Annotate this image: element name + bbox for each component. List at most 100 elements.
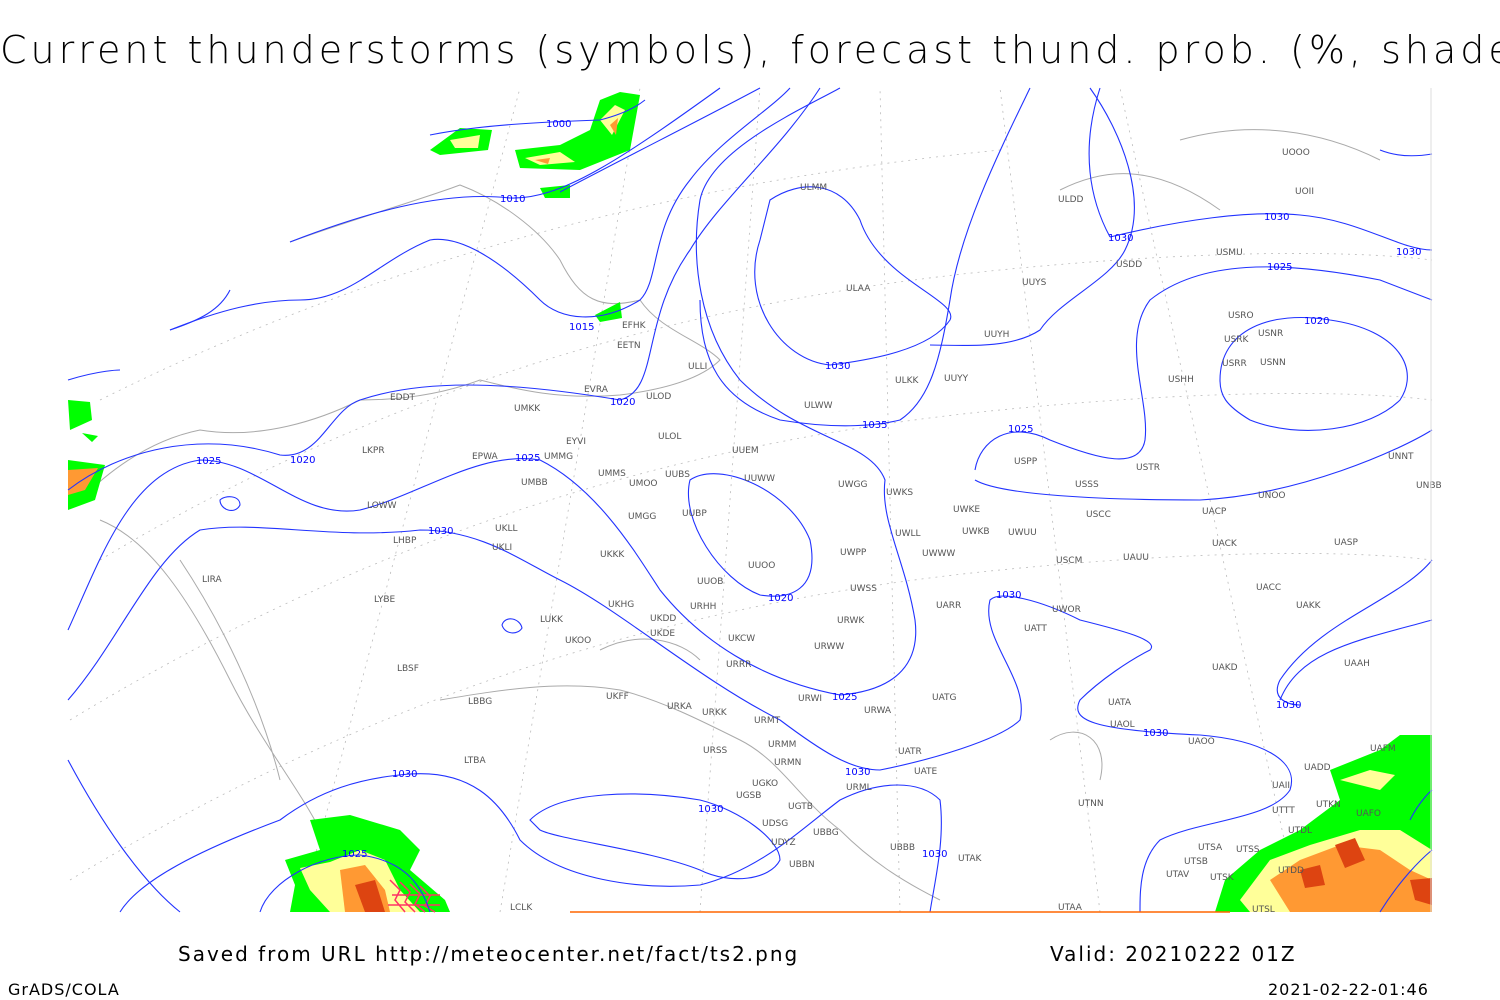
station-label: ULLI [688, 362, 707, 372]
isobar-label: 1025 [1008, 424, 1033, 435]
station-label: URHH [690, 602, 716, 612]
station-label: UOII [1295, 187, 1314, 197]
station-label: UATE [914, 767, 938, 777]
station-label: USTR [1136, 463, 1160, 473]
station-label: UGTB [788, 802, 813, 812]
station-label: UMKK [514, 404, 541, 414]
station-label: EVRA [584, 385, 609, 395]
station-label: UWUU [1008, 528, 1037, 538]
station-label: UACC [1256, 583, 1281, 593]
station-label: UDYZ [771, 838, 796, 848]
station-label: ULOD [646, 392, 671, 402]
isobar-label: 1025 [515, 453, 540, 464]
isobar-label: 1035 [862, 420, 887, 431]
isobar-label: 1025 [196, 456, 221, 467]
station-label: URSS [703, 746, 728, 756]
station-label: UUOB [697, 577, 723, 587]
station-label: UAFM [1370, 744, 1396, 754]
station-label: USNN [1260, 358, 1286, 368]
station-label: UBBB [890, 843, 915, 853]
chart-title: Current thunderstorms (symbols), forecas… [0, 28, 1500, 72]
station-label: USCM [1056, 556, 1082, 566]
station-label: UWKS [886, 488, 913, 498]
station-label: UKLI [492, 543, 512, 553]
station-label: UATT [1024, 624, 1047, 634]
station-label: URWW [814, 642, 844, 652]
station-label: LOWW [367, 501, 397, 511]
station-label: LIRA [202, 575, 223, 585]
isobar-label: 1020 [1304, 316, 1329, 327]
isobar-label: 1030 [1143, 728, 1168, 739]
station-label: UWGG [838, 480, 867, 490]
station-label: UTDD [1278, 866, 1304, 876]
isobar-label: 1030 [1264, 212, 1289, 223]
station-label: UTTT [1272, 806, 1295, 816]
station-label: URMT [754, 716, 781, 726]
station-label: UTAK [958, 854, 983, 864]
station-label: UTSB [1184, 857, 1208, 867]
station-label: UTNN [1078, 799, 1104, 809]
station-label: LUKK [540, 615, 564, 625]
isobar-label: 1030 [1276, 700, 1301, 711]
station-label: UATA [1108, 698, 1132, 708]
isobar-label: 1030 [845, 767, 870, 778]
coastlines [79, 129, 1381, 901]
station-label: UWPP [840, 548, 867, 558]
station-label: UNNT [1388, 452, 1414, 462]
station-label: UMMS [598, 469, 626, 479]
isobar-label: 1025 [342, 849, 367, 860]
station-label: LBBG [468, 697, 492, 707]
station-label: UMGG [628, 512, 656, 522]
station-label: UUYY [944, 374, 969, 384]
station-label: UWKB [962, 527, 990, 537]
station-label: UTSK [1210, 873, 1235, 883]
station-label: LBSF [397, 664, 419, 674]
isobar-label: 1030 [996, 590, 1021, 601]
source-url-text: Saved from URL http://meteocenter.net/fa… [178, 942, 800, 966]
station-label: UUYS [1022, 278, 1047, 288]
current-thunderstorm-symbols [388, 879, 440, 913]
station-label: UUBP [682, 509, 707, 519]
station-label: UTAA [1058, 903, 1083, 913]
station-label: URWK [837, 616, 865, 626]
station-label: ULDD [1058, 195, 1084, 205]
isobar-label: 1010 [500, 194, 525, 205]
station-label: UKHG [608, 600, 634, 610]
station-label: ULOL [658, 432, 681, 442]
station-label: UWWW [922, 549, 955, 559]
station-label: EPWA [472, 452, 499, 462]
station-label: ULAA [846, 284, 871, 294]
station-label: UBBG [813, 828, 839, 838]
station-label: UMBB [521, 478, 548, 488]
station-label: UUOO [748, 561, 775, 571]
station-label: EETN [617, 341, 641, 351]
station-label: UKCW [728, 634, 755, 644]
station-label: LKPR [362, 446, 385, 456]
station-label: LTBA [464, 756, 486, 766]
station-label: UKLL [495, 524, 518, 534]
station-label: UOOO [1282, 148, 1310, 158]
isobar-label: 1030 [1108, 233, 1133, 244]
valid-time-text: Valid: 20210222 01Z [1050, 942, 1297, 966]
station-label: URMN [774, 758, 801, 768]
station-label: UWLL [895, 529, 921, 539]
station-label: UAUU [1123, 553, 1149, 563]
station-label: UAFO [1356, 809, 1381, 819]
station-label: UAOL [1110, 720, 1135, 730]
station-label: UAKK [1296, 601, 1322, 611]
station-label: UAOO [1188, 737, 1215, 747]
station-label: USPP [1014, 457, 1038, 467]
station-label: UKKK [600, 550, 625, 560]
station-label: USCC [1086, 510, 1111, 520]
station-label: ULMM [800, 183, 827, 193]
station-label: USDD [1116, 260, 1142, 270]
station-label: UUBS [665, 470, 690, 480]
isobar-label: 1030 [428, 526, 453, 537]
station-label: URML [846, 783, 872, 793]
station-label: USMU [1216, 248, 1243, 258]
station-label: UTSA [1198, 843, 1223, 853]
station-label: UACP [1202, 507, 1227, 517]
station-label: USHH [1168, 375, 1194, 385]
isobar-label: 1025 [832, 692, 857, 703]
station-label: UTSS [1236, 845, 1260, 855]
